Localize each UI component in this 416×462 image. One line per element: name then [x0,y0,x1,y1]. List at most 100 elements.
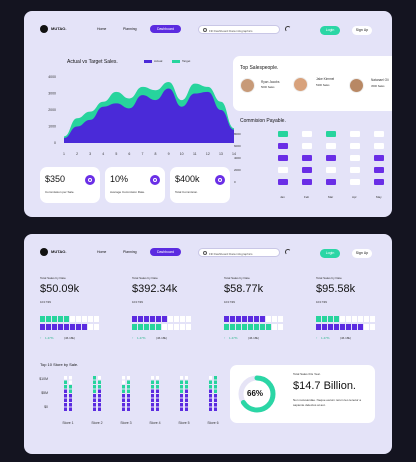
store-bar-segment [180,380,183,384]
nav-home[interactable]: Home [97,250,107,254]
y-tick-label: 0 [234,180,236,184]
store-bar-segment [151,385,154,389]
signup-button[interactable]: Sign Up [352,249,372,258]
sales-by-date-card: Total Sales by Date $392.34k 10/17/99 ↑ 1.47… [132,276,212,348]
commission-cell [302,155,312,161]
store-bar-segment [209,380,212,384]
x-tick-label: 12 [206,152,210,156]
progress-block [150,324,155,330]
store-bar-segment [156,394,159,398]
store-bar-segment [185,380,188,384]
nav-planning[interactable]: Planning [123,27,137,31]
progress-block [138,324,143,330]
x-tick-label: 10 [180,152,184,156]
theme-toggle-icon[interactable] [285,249,291,255]
sales-value: $50.09k [40,283,80,295]
progress-block [278,324,283,330]
progress-block [242,316,247,322]
progress-block [82,316,87,322]
progress-block [186,316,191,322]
y-tick-label: $10M [39,377,48,381]
growth-arrow-icon: ↑ [132,336,134,340]
progress-block [266,324,271,330]
store-bar-segment [209,385,212,389]
theme-toggle-icon[interactable] [285,26,291,32]
month-label: Feb [304,195,310,199]
progress-block [328,316,333,322]
x-tick-label: 13 [219,152,223,156]
brand-logo-icon [40,25,48,33]
progress-block [70,324,75,330]
store-bar-segment [180,376,183,380]
store-bar-segment [185,407,188,411]
store-bar-segment [127,380,130,384]
progress-block [316,324,321,330]
nav-dashboard-button[interactable]: Dashboard [150,248,181,256]
store-bar-segment [209,376,212,380]
commission-cell [278,131,288,137]
progress-block [358,316,363,322]
store-bar-segment [98,398,101,402]
signup-button[interactable]: Sign Up [352,26,372,35]
store-bar-segment [156,385,159,389]
nav-planning[interactable]: Planning [123,250,137,254]
commission-cell [326,143,336,149]
commission-cell [326,167,336,173]
commission-cell [374,167,384,173]
store-bar-segment [156,376,159,380]
sales-growth: 1.47% [45,336,54,340]
nav-dashboard-button[interactable]: Dashboard [150,25,181,33]
sales-date: 10/17/99 [132,300,143,304]
store-bar-segment [122,394,125,398]
progress-block [40,316,45,322]
progress-block [70,316,75,322]
target-icon [150,175,160,185]
salesperson-name: Ryan Jacobs [261,80,280,84]
store-bar-segment [93,385,96,389]
month-label: Apr [352,195,357,199]
stat-label: Commission per Sale. [45,190,75,194]
month-label: Jan [280,195,285,199]
store-bar-segment [122,403,125,407]
target-icon [85,175,95,185]
x-tick-label: 4 [102,152,104,156]
store-bar-segment [127,407,130,411]
progress-block [138,316,143,322]
y-tick-label: 2000 [48,108,56,112]
nav-home[interactable]: Home [97,27,107,31]
commission-cell [350,155,360,161]
sales-label: Total Sales by Date [224,276,250,280]
y-tick-label: 4000 [234,156,241,160]
salesperson-sales: 4500 Sales [371,85,385,88]
x-tick-label: 2 [76,152,78,156]
commission-cell [326,131,336,137]
stat-value: $400k [175,174,200,184]
x-tick-label: 6 [128,152,130,156]
login-button[interactable]: Login [320,249,340,258]
store-bar-segment [209,407,212,411]
y-tick-label: 3000 [48,92,56,96]
search-input[interactable]: Fill Dashboard Data infographics [198,248,280,257]
progress-block [58,316,63,322]
store-bar-segment [98,380,101,384]
store-label: Store 4 [149,421,160,425]
store-label: Store 2 [91,421,102,425]
y-tick-label: 2000 [234,168,241,172]
stat-label: Average Commision Rate. [110,190,145,194]
search-input[interactable]: Fill Dashboard Data infographics [198,25,280,34]
store-bar-segment [185,394,188,398]
x-tick-label: 7 [141,152,143,156]
store-bar-segment [64,380,67,384]
avatar [240,78,255,93]
store-bar-segment [98,394,101,398]
store-bar-segment [156,380,159,384]
login-button[interactable]: Login [320,26,340,35]
progress-block [168,316,173,322]
store-bar-segment [185,389,188,393]
progress-block [94,324,99,330]
growth-arrow-icon: ↑ [316,336,318,340]
progress-block [40,324,45,330]
store-bar-segment [64,389,67,393]
store-bar-segment [180,407,183,411]
progress-block [168,324,173,330]
